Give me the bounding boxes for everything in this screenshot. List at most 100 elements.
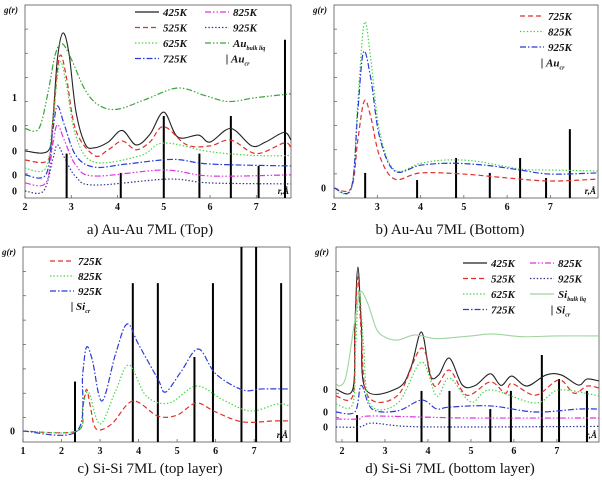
panel-b: 2 3 4 5 6 7 0 g(r) r,Å 725K 825K 925K Aucr b) Au-Au 7… [312, 4, 599, 238]
x-tick-label: 5 [461, 202, 466, 213]
legend-label: Aucr [230, 54, 250, 68]
panel-d: 2 3 4 5 6 7 0 0 0 g(r) r,Å 425K 825K 525K 925K 625K Sibu… [314, 246, 600, 477]
y-tick-label: 0 [321, 183, 326, 194]
series-line-925k [22, 323, 291, 436]
panel-caption: a) Au-Au 7ML (Top) [87, 222, 213, 238]
x-tick-label: 1 [21, 446, 26, 457]
x-axis-label: r,Å [277, 430, 288, 440]
panel-caption: b) Au-Au 7ML (Bottom) [375, 222, 524, 238]
legend-label: 625K [491, 289, 516, 301]
x-tick-label: 6 [213, 446, 218, 457]
legend-item: 925K [205, 23, 258, 35]
legend-item: 825K [50, 271, 103, 283]
x-tick-label: 3 [98, 446, 103, 457]
panel-caption: d) Si-Si 7ML (bottom layer) [365, 461, 534, 477]
series-line-925k [333, 50, 599, 195]
x-tick-label: 2 [23, 202, 28, 213]
legend-item: 425K [135, 7, 188, 19]
panel-a: 2 3 4 5 6 7 1 0 0 0 0 g(r) r,Å 425K 825K 525K 925K 625K Au… [3, 4, 292, 238]
y-axis-label: g(r) [314, 247, 329, 257]
legend-item: 925K [50, 286, 103, 298]
y-tick-label: 0 [12, 187, 17, 198]
legend-item: 825K [205, 7, 258, 19]
legend-label: Sibulk liq [558, 289, 586, 303]
x-tick-label: 4 [418, 202, 423, 213]
x-tick-label: 4 [115, 202, 120, 213]
legend-item: Aubulk liq [205, 38, 265, 52]
series-line-825k [22, 364, 291, 434]
legend-label: 425K [162, 7, 188, 19]
legend-item: Sibulk liq [530, 289, 586, 303]
series-line-425k [335, 266, 600, 396]
legend-item: 525K [463, 274, 516, 286]
plot-frame [22, 246, 291, 443]
legend-label: 725K [163, 54, 188, 66]
y-tick-label: 0 [323, 407, 328, 418]
series-line-825k [335, 415, 600, 420]
legend-item: 925K [520, 42, 573, 54]
y-axis-label: g(r) [3, 5, 18, 15]
x-tick-label: 4 [425, 446, 430, 457]
legend-item: 925K [530, 274, 583, 286]
legend-label: 825K [233, 7, 258, 19]
series-line-825k [333, 21, 599, 195]
legend-label: 725K [78, 256, 103, 268]
y-tick-label: 1 [12, 93, 17, 104]
y-tick-label: 0 [10, 427, 15, 438]
legend: 725K 825K 925K Sicr [50, 256, 103, 315]
x-tick-label: 2 [59, 446, 64, 457]
legend-item: 825K [530, 258, 583, 270]
series-line-au-bulk-liq [24, 42, 292, 132]
legend-label: 725K [491, 305, 516, 317]
legend-label: Sicr [76, 301, 91, 315]
x-axis-label: r,Å [278, 186, 289, 196]
legend-item: 725K [50, 256, 103, 268]
legend-label: 525K [491, 274, 516, 286]
legend-item: 825K [520, 27, 573, 39]
series-line-925k [24, 144, 292, 194]
y-axis-label: g(r) [312, 5, 327, 15]
panel-c: 1 2 3 4 5 6 7 0 g(r) r,Å 725K 825K 925K Sicr c) Si-Si … [1, 246, 291, 477]
legend-label: 925K [548, 42, 573, 54]
legend-item: 725K [135, 54, 188, 66]
x-tick-label: 7 [252, 446, 257, 457]
x-tick-label: 7 [548, 202, 553, 213]
series-line-625k [335, 289, 600, 411]
legend: 425K 825K 525K 925K 625K Aubulk liq 725K Aucr [135, 7, 265, 68]
legend-item: 425K [463, 258, 516, 270]
series-line-425k [24, 32, 292, 154]
x-tick-label: 2 [340, 446, 345, 457]
legend-label: 925K [78, 286, 103, 298]
legend: 725K 825K 925K Aucr [520, 11, 573, 72]
legend-label: 925K [233, 23, 258, 35]
x-tick-label: 5 [161, 202, 166, 213]
x-tick-label: 7 [254, 202, 259, 213]
legend-item: 725K [463, 305, 516, 317]
series-line-725k [335, 384, 600, 415]
y-axis-label: g(r) [1, 247, 16, 257]
y-tick-label: 0 [12, 146, 17, 157]
legend-item: Sicr [551, 305, 571, 319]
legend-label: 425K [490, 258, 516, 270]
x-tick-label: 4 [136, 446, 141, 457]
x-tick-label: 6 [505, 202, 510, 213]
series-line-725k [24, 105, 292, 179]
x-tick-label: 3 [69, 202, 74, 213]
legend-label: 625K [163, 38, 188, 50]
series-line-725k [22, 388, 291, 434]
x-tick-label: 3 [375, 202, 380, 213]
y-tick-label: 0 [12, 170, 17, 181]
legend-label: Aucr [545, 58, 565, 72]
x-axis-label: r,Å [586, 430, 597, 440]
series-line-525k [24, 54, 292, 164]
series-line-525k [335, 276, 600, 403]
y-tick-label: 0 [12, 124, 17, 135]
legend-item: 625K [135, 38, 188, 50]
x-tick-label: 5 [175, 446, 180, 457]
legend-item: 525K [135, 23, 188, 35]
legend-label: 725K [548, 11, 573, 23]
y-tick-label: 0 [323, 385, 328, 396]
x-tick-label: 6 [511, 446, 516, 457]
